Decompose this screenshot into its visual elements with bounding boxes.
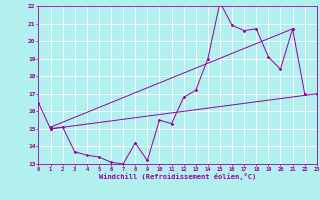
X-axis label: Windchill (Refroidissement éolien,°C): Windchill (Refroidissement éolien,°C) [99, 173, 256, 180]
